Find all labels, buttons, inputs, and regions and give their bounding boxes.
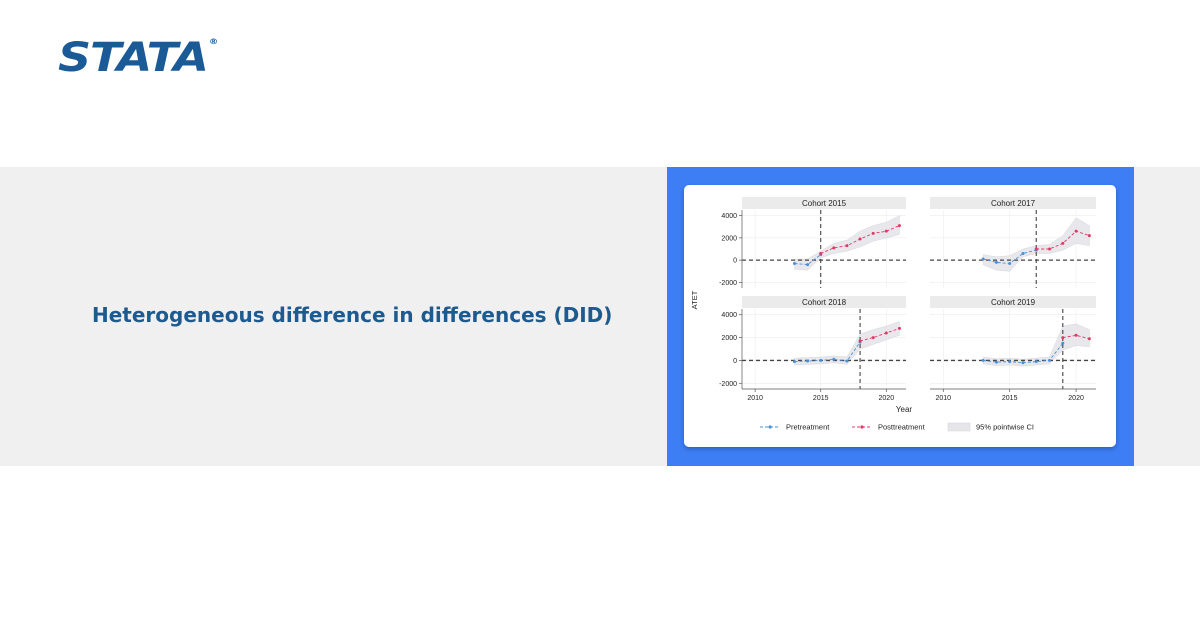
y-tick-label: 4000 — [721, 213, 737, 220]
posttreatment-point — [871, 231, 875, 235]
panel-title: Cohort 2017 — [991, 199, 1036, 208]
posttreatment-point — [1074, 333, 1078, 337]
posttreatment-point — [884, 229, 888, 233]
pretreatment-point — [1008, 360, 1012, 364]
panel-strip — [742, 197, 906, 209]
x-axis-title: Year — [896, 405, 913, 414]
posttreatment-point — [1087, 234, 1091, 238]
y-tick-label: 0 — [733, 358, 737, 365]
posttreatment-point — [1074, 229, 1078, 233]
chart-card: Cohort 2015 -2000 0 2000 4000 Cohort 2017 Coho… — [684, 185, 1116, 447]
posttreatment-point — [1034, 247, 1038, 251]
pretreatment-point — [1034, 360, 1038, 364]
ci-band — [982, 217, 1090, 272]
panel-title: Cohort 2018 — [802, 298, 847, 307]
pretreatment-line — [794, 341, 861, 363]
panel-title: Cohort 2015 — [802, 199, 847, 208]
pretreatment-point — [832, 357, 836, 361]
y-axis-title: ATET — [690, 290, 699, 309]
ci-band — [794, 215, 900, 271]
pretreatment-point — [994, 260, 998, 264]
pretreatment-point — [792, 360, 796, 364]
legend-ci-label: 95% pointwise CI — [976, 423, 1034, 432]
legend-pretreatment-label: Pretreatment — [786, 423, 830, 432]
panel-strip — [930, 197, 1096, 209]
x-tick-label: 2020 — [879, 395, 895, 402]
did-facet-chart: Cohort 2015 -2000 0 2000 4000 Cohort 2017 Coho… — [690, 197, 1096, 432]
panel-strip — [742, 296, 906, 308]
y-tick-label: 4000 — [721, 312, 737, 319]
pretreatment-point — [1048, 358, 1052, 362]
x-tick-label: 2015 — [813, 395, 829, 402]
posttreatment-point — [884, 331, 888, 335]
stata-logo[interactable]: STATA® — [58, 35, 218, 81]
legend-pretreatment-marker — [768, 425, 772, 429]
posttreatment-point — [819, 251, 823, 255]
posttreatment-point — [897, 224, 901, 228]
x-tick-label: 2010 — [747, 395, 763, 402]
pretreatment-point — [806, 359, 810, 363]
y-tick-label: -2000 — [719, 280, 737, 287]
pretreatment-point — [1021, 251, 1025, 255]
hero-headline: Heterogeneous difference in differences … — [92, 303, 613, 327]
legend-ci-swatch — [947, 422, 971, 432]
pretreatment-point — [845, 359, 849, 363]
posttreatment-point — [897, 326, 901, 330]
panel-title: Cohort 2019 — [991, 298, 1036, 307]
x-tick-label: 2015 — [1002, 395, 1018, 402]
posttreatment-point — [858, 339, 862, 343]
posttreatment-point — [1061, 336, 1065, 340]
y-tick-label: 2000 — [721, 235, 737, 242]
posttreatment-line — [1062, 334, 1090, 340]
x-tick-label: 2010 — [935, 395, 951, 402]
pretreatment-point — [806, 263, 810, 267]
posttreatment-point — [1048, 247, 1052, 251]
posttreatment-line — [859, 327, 900, 342]
pretreatment-point — [994, 360, 998, 364]
pretreatment-point — [1021, 361, 1025, 365]
legend-posttreatment-marker — [860, 425, 864, 429]
pretreatment-point — [819, 358, 823, 362]
legend-posttreatment-label: Posttreatment — [878, 423, 926, 432]
ci-band — [794, 321, 900, 366]
logo-text: STATA — [58, 35, 209, 81]
pretreatment-point — [1008, 261, 1012, 265]
y-tick-label: 2000 — [721, 335, 737, 342]
ci-band — [982, 323, 1090, 367]
y-tick-label: 0 — [733, 258, 737, 265]
y-tick-label: -2000 — [719, 381, 737, 388]
posttreatment-point — [1061, 241, 1065, 245]
x-tick-label: 2020 — [1068, 395, 1084, 402]
pretreatment-point — [1061, 341, 1065, 345]
pretreatment-point — [981, 358, 985, 362]
posttreatment-point — [1087, 337, 1091, 341]
posttreatment-point — [845, 244, 849, 248]
panel-strip — [930, 296, 1096, 308]
posttreatment-point — [871, 336, 875, 340]
pretreatment-point — [981, 257, 985, 261]
registered-mark: ® — [208, 37, 218, 46]
pretreatment-point — [792, 261, 796, 265]
posttreatment-point — [858, 237, 862, 241]
posttreatment-point — [832, 246, 836, 250]
